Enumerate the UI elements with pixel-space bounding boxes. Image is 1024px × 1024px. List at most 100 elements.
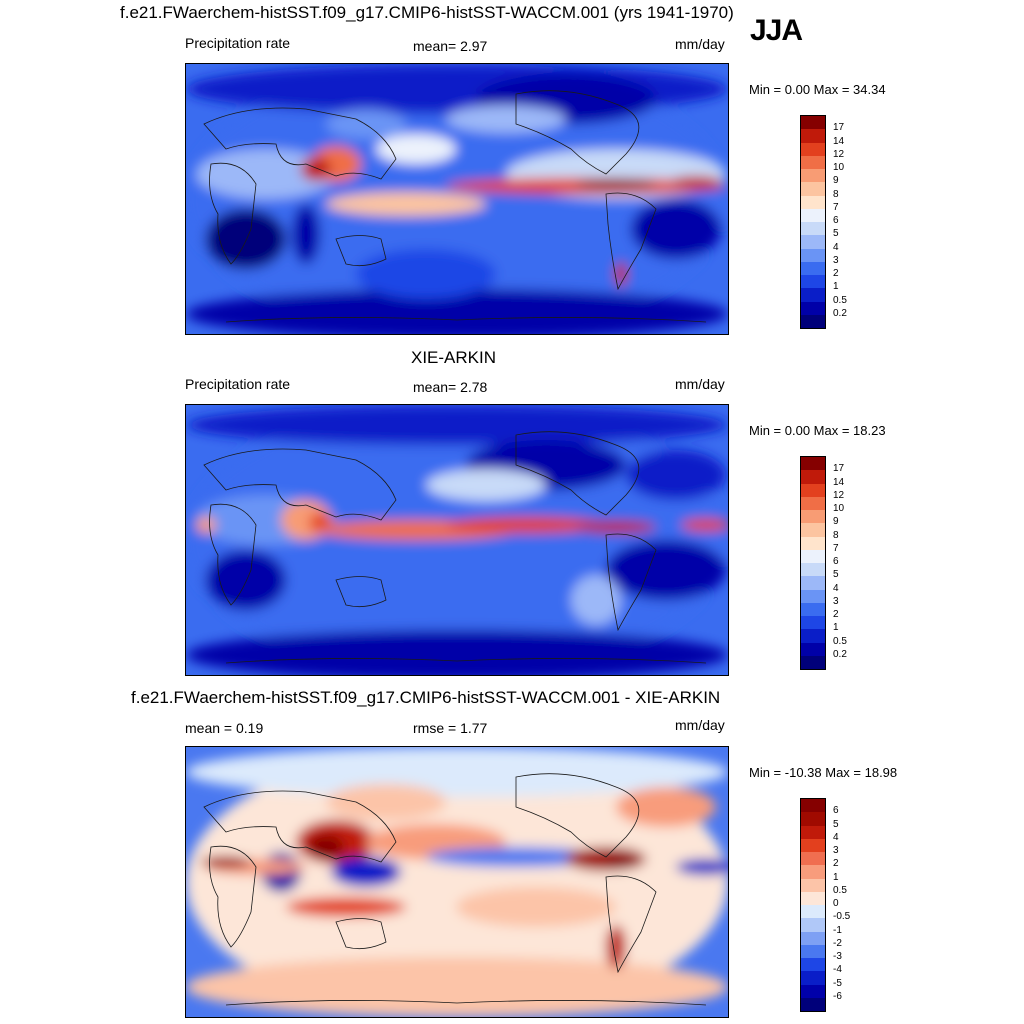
colorbar-swatch bbox=[801, 997, 825, 1011]
field-region bbox=[186, 630, 728, 675]
colorbar-swatch bbox=[801, 812, 825, 826]
colorbar-tick-label: 10 bbox=[833, 162, 845, 173]
colorbar-swatch bbox=[801, 483, 825, 497]
panel-3-title: f.e21.FWaerchem-histSST.f09_g17.CMIP6-hi… bbox=[131, 688, 721, 707]
coastline bbox=[335, 576, 387, 608]
coastline bbox=[335, 918, 387, 950]
colorbar-swatch bbox=[801, 629, 825, 643]
panel-2-title: XIE-ARKIN bbox=[411, 348, 497, 367]
panel-1-field bbox=[186, 64, 728, 334]
coastline bbox=[209, 503, 257, 606]
field-region bbox=[196, 149, 336, 199]
field-region bbox=[476, 777, 536, 797]
colorbar-swatch bbox=[801, 129, 825, 143]
field-region bbox=[626, 450, 726, 500]
field-region bbox=[616, 787, 716, 827]
colorbar-swatch bbox=[801, 971, 825, 985]
colorbar-tick-label: -5 bbox=[833, 977, 842, 989]
coastline bbox=[225, 317, 707, 323]
field-region bbox=[331, 857, 401, 887]
colorbar-tick-label: 7 bbox=[833, 201, 839, 213]
colorbar-tick-label: 9 bbox=[833, 516, 839, 528]
panel-3-field bbox=[186, 747, 728, 1017]
field-region bbox=[326, 109, 406, 139]
field-region bbox=[201, 856, 251, 868]
colorbar-tick-label: 12 bbox=[833, 489, 845, 501]
colorbar-swatch bbox=[801, 838, 825, 852]
colorbar-swatch bbox=[801, 958, 825, 972]
colorbar-swatch bbox=[801, 799, 825, 813]
colorbar-swatch bbox=[801, 301, 825, 315]
field-region bbox=[446, 517, 606, 533]
colorbar-tick-label: 5 bbox=[833, 569, 839, 581]
panel-2-colorbar bbox=[800, 456, 826, 670]
colorbar-tick-label: 1 bbox=[833, 871, 839, 883]
coastline bbox=[225, 658, 707, 664]
colorbar-tick-label: -0.5 bbox=[833, 911, 851, 923]
field-region bbox=[676, 859, 728, 875]
coastline bbox=[605, 192, 657, 291]
colorbar-swatch bbox=[801, 549, 825, 563]
colorbar-swatch bbox=[801, 222, 825, 236]
colorbar-tick-label: 17 bbox=[833, 122, 845, 134]
coastline bbox=[515, 431, 640, 516]
colorbar-tick-label: 0.2 bbox=[833, 307, 847, 319]
coastline bbox=[605, 533, 657, 632]
panel-1-colorbar bbox=[800, 115, 826, 329]
field-region bbox=[186, 405, 728, 445]
panel-3-units-label: mm/day bbox=[675, 717, 725, 733]
colorbar-swatch bbox=[801, 931, 825, 945]
field-region bbox=[292, 204, 320, 264]
field-region bbox=[571, 575, 621, 625]
colorbar-swatch bbox=[801, 470, 825, 484]
panel-2-units-label: mm/day bbox=[675, 376, 725, 392]
panel-1-minmax: Min = 0.00 Max = 34.34 bbox=[749, 82, 886, 97]
panel-1-map bbox=[185, 63, 729, 335]
colorbar-swatch bbox=[801, 275, 825, 289]
field-region bbox=[576, 521, 656, 533]
colorbar-tick-label: 14 bbox=[833, 476, 845, 488]
panel-3-minmax: Min = -10.38 Max = 18.98 bbox=[749, 765, 898, 780]
panel-1-title: f.e21.FWaerchem-histSST.f09_g17.CMIP6-hi… bbox=[120, 3, 734, 22]
colorbar-tick-label: 8 bbox=[833, 529, 839, 541]
panel-2-minmax: Min = 0.00 Max = 18.23 bbox=[749, 423, 886, 438]
colorbar-tick-label: 2 bbox=[833, 268, 839, 279]
colorbar-swatch bbox=[801, 510, 825, 524]
colorbar-swatch bbox=[801, 169, 825, 183]
field-region bbox=[301, 157, 331, 181]
panel-3-rmse-label: rmse = 1.77 bbox=[413, 720, 488, 736]
colorbar-swatch bbox=[801, 602, 825, 616]
panel-1-mean-label: mean= 2.97 bbox=[413, 38, 488, 54]
field-region bbox=[186, 747, 728, 797]
colorbar-tick-label: -2 bbox=[833, 937, 842, 949]
panel-2-map bbox=[185, 404, 729, 676]
colorbar-tick-label: 3 bbox=[833, 254, 839, 266]
field-region bbox=[206, 209, 286, 269]
colorbar-swatch bbox=[801, 248, 825, 262]
coastline bbox=[515, 773, 640, 858]
colorbar-tick-label: 14 bbox=[833, 135, 845, 147]
colorbar-swatch bbox=[801, 918, 825, 932]
colorbar-tick-label: 3 bbox=[833, 845, 839, 856]
field-region bbox=[356, 570, 516, 630]
field-region bbox=[606, 540, 726, 600]
colorbar-tick-label: 2 bbox=[833, 858, 839, 870]
field-region bbox=[356, 249, 496, 299]
panel-2-field bbox=[186, 405, 728, 675]
colorbar-swatch bbox=[801, 984, 825, 998]
colorbar-tick-label: 1 bbox=[833, 622, 839, 634]
field-region bbox=[611, 239, 641, 289]
field-region bbox=[566, 847, 646, 871]
colorbar-swatch bbox=[801, 642, 825, 656]
season-label: JJA bbox=[750, 14, 803, 47]
coastline bbox=[335, 235, 387, 267]
coastline bbox=[225, 1000, 707, 1006]
colorbar-tick-label: 10 bbox=[833, 503, 845, 514]
field-region bbox=[606, 856, 636, 868]
colorbar-tick-label: 8 bbox=[833, 188, 839, 200]
colorbar-tick-label: 6 bbox=[833, 805, 839, 817]
colorbar-tick-label: 4 bbox=[833, 831, 839, 843]
colorbar-tick-label: 3 bbox=[833, 595, 839, 607]
colorbar-swatch bbox=[801, 182, 825, 196]
colorbar-tick-label: 9 bbox=[833, 175, 839, 187]
